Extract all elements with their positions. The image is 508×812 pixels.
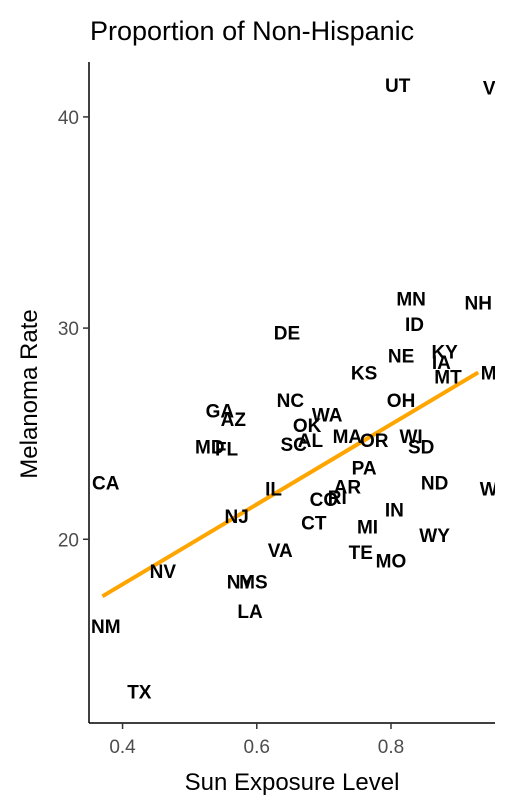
trend-line: [101, 370, 480, 599]
x-axis-title: Sun Exposure Level: [185, 769, 400, 796]
point-label-ky: KY: [431, 342, 458, 363]
point-label-ca: CA: [92, 473, 120, 494]
point-label-md: MD: [195, 437, 225, 458]
point-label-oh: OH: [387, 391, 416, 412]
point-label-co: CO: [310, 490, 339, 511]
point-label-ar: AR: [334, 477, 362, 498]
point-label-or: OR: [360, 431, 389, 452]
point-label-me: ME: [481, 363, 508, 384]
point-label-az: AZ: [221, 410, 247, 431]
point-label-ks: KS: [351, 363, 377, 384]
y-tick-label: 20: [58, 530, 79, 551]
point-label-nc: NC: [277, 391, 305, 412]
point-label-nv: NV: [150, 562, 177, 583]
point-label-ny: NY: [227, 573, 254, 594]
point-label-mo: MO: [376, 551, 407, 572]
point-label-mt: MT: [434, 368, 462, 389]
point-label-nj: NJ: [224, 507, 248, 528]
point-label-te: TE: [349, 543, 373, 564]
point-label-wv: WV: [480, 480, 508, 501]
point-label-nd: ND: [421, 473, 448, 494]
point-label-al: AL: [298, 431, 324, 452]
point-label-in: IN: [385, 501, 404, 522]
y-tick-label: 30: [58, 319, 79, 340]
point-label-ga: GA: [206, 401, 235, 422]
point-label-va: VA: [268, 541, 293, 562]
point-label-ok: OK: [293, 416, 322, 437]
x-tick-label: 0.6: [244, 737, 270, 758]
point-label-mn: MN: [396, 290, 426, 311]
point-label-nh: NH: [464, 294, 491, 315]
y-axis-title: Melanoma Rate: [16, 309, 43, 478]
plot-panel: UT VT MN NH ID DE KY NE IA ME MT KS NC OH GA WA AZ OK WI MA…: [91, 76, 508, 703]
point-label-sd: SD: [408, 437, 434, 458]
point-label-ia: IA: [432, 353, 451, 374]
point-label-la: LA: [237, 602, 263, 623]
point-label-pa: PA: [352, 458, 377, 479]
point-label-id: ID: [405, 315, 424, 336]
y-tick-label: 40: [58, 108, 79, 129]
point-label-ms: MS: [239, 573, 268, 594]
point-label-ct: CT: [301, 513, 327, 534]
point-label-sc: SC: [280, 435, 307, 456]
chart-title: Proportion of Non-Hispanic: [90, 16, 414, 46]
point-label-fl: FL: [215, 439, 239, 460]
point-label-de: DE: [274, 323, 300, 344]
point-label-ma: MA: [333, 427, 363, 448]
point-label-ne: NE: [388, 347, 414, 368]
point-label-wi: WI: [400, 427, 423, 448]
point-label-vt: VT: [483, 78, 508, 99]
axes: 0.4 0.6 0.8 20 30 40: [58, 62, 495, 758]
point-label-ri: RI: [328, 488, 347, 509]
point-label-nm: NM: [91, 617, 121, 638]
point-label-wy: WY: [419, 526, 450, 547]
point-label-il: IL: [265, 480, 282, 501]
point-label-mi: MI: [357, 518, 378, 539]
point-label-tx: TX: [127, 682, 152, 703]
x-tick-label: 0.4: [109, 737, 136, 758]
point-label-ut: UT: [385, 76, 411, 97]
x-tick-label: 0.8: [378, 737, 404, 758]
point-label-wa: WA: [312, 406, 343, 427]
